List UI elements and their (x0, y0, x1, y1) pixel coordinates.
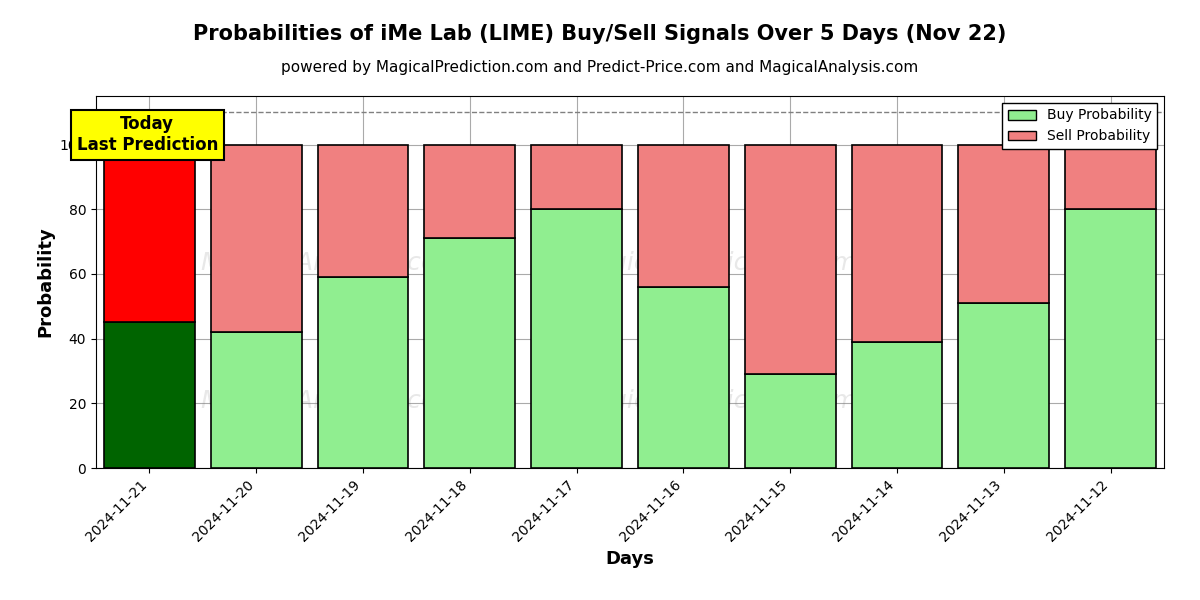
Text: Probabilities of iMe Lab (LIME) Buy/Sell Signals Over 5 Days (Nov 22): Probabilities of iMe Lab (LIME) Buy/Sell… (193, 24, 1007, 44)
Bar (532, 145, 622, 209)
Bar (1066, 145, 1156, 209)
Bar (104, 145, 194, 322)
Bar (532, 209, 622, 468)
Text: MagicalAnalysis.com: MagicalAnalysis.com (200, 389, 461, 413)
Bar (959, 145, 1049, 303)
Text: powered by MagicalPrediction.com and Predict-Price.com and MagicalAnalysis.com: powered by MagicalPrediction.com and Pre… (281, 60, 919, 75)
Bar (104, 322, 194, 468)
Bar (959, 303, 1049, 468)
Bar (638, 287, 728, 468)
Text: Today
Last Prediction: Today Last Prediction (77, 115, 218, 154)
Bar (211, 332, 301, 468)
Bar (318, 145, 408, 277)
Bar (852, 342, 942, 468)
Text: MagicalPrediction.com: MagicalPrediction.com (574, 251, 857, 275)
Bar (852, 145, 942, 342)
X-axis label: Days: Days (606, 550, 654, 568)
Bar (425, 238, 515, 468)
Bar (638, 145, 728, 287)
Bar (318, 277, 408, 468)
Y-axis label: Probability: Probability (36, 227, 54, 337)
Text: MagicalAnalysis.com: MagicalAnalysis.com (200, 251, 461, 275)
Legend: Buy Probability, Sell Probability: Buy Probability, Sell Probability (1002, 103, 1157, 149)
Bar (1066, 209, 1156, 468)
Bar (745, 145, 835, 374)
Bar (425, 145, 515, 238)
Bar (745, 374, 835, 468)
Bar (211, 145, 301, 332)
Text: MagicalPrediction.com: MagicalPrediction.com (574, 389, 857, 413)
